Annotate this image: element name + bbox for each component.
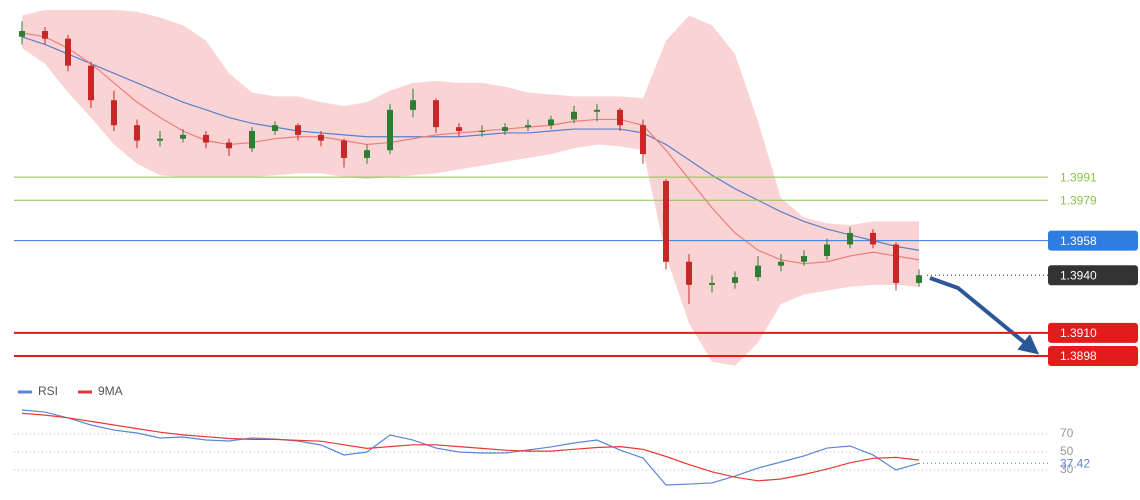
candle-body [732,277,738,283]
candle-body [42,31,48,39]
candle-body [180,134,186,139]
candle-body [134,125,140,141]
candle-body [686,261,692,285]
last-value-label: 37.42 [1060,456,1090,470]
candle-body [88,65,94,101]
y-tick-label: 70 [1060,426,1074,440]
line-series [21,409,920,486]
candle-body [824,244,830,256]
candle-body [778,261,784,266]
level-label: 1.3898 [1060,349,1097,363]
line-series [21,412,920,482]
candle-body [111,100,117,126]
candle-body [249,131,255,149]
legend-label: 9MA [98,384,123,398]
candle-body [157,138,163,141]
candle-body [525,125,531,128]
candle-body [341,140,347,158]
candle-body [755,265,761,278]
candle-body [640,125,646,155]
candle-body [364,150,370,158]
moving-average [21,36,920,251]
level-label: 1.3991 [1060,170,1097,184]
candle-body [548,119,554,126]
candle-body [203,134,209,143]
level-badge [1048,346,1138,366]
moving-average [21,32,920,265]
candle-body [65,38,71,66]
candle-body [594,109,600,112]
candle-body [226,142,232,149]
candle-body [617,109,623,126]
candle-body [893,244,899,283]
level-label: 1.3979 [1060,193,1097,207]
candle-body [295,125,301,135]
candle-body [456,127,462,131]
candle-body [709,282,715,285]
y-tick-label: 50 [1060,444,1074,458]
level-badge [1048,230,1138,251]
candle-body [502,127,508,131]
candle-body [479,131,485,132]
candle-body [916,275,922,283]
candle-body [870,232,876,245]
candle-body [433,100,439,128]
level-badge [1048,322,1138,343]
candle-body [410,100,416,110]
candle-body [318,134,324,141]
candle-body [387,109,393,151]
candle-body [571,111,577,120]
level-label: 1.3940 [1060,268,1097,282]
y-tick-label: 30 [1060,462,1074,476]
legend-label: RSI [38,384,58,398]
bollinger-band [22,9,919,366]
candle-body [272,125,278,131]
candle-body [663,181,669,262]
candle-body [19,31,25,37]
forecast-arrow [929,276,1040,355]
level-label: 1.3958 [1060,234,1097,248]
candle-body [801,256,807,262]
level-label: 1.3910 [1060,326,1097,340]
candle-body [847,232,853,245]
level-badge [1048,265,1138,286]
